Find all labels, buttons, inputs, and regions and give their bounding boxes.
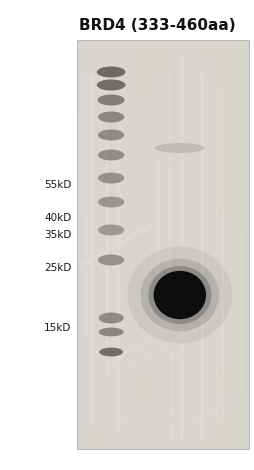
Ellipse shape [153, 271, 205, 319]
Text: 25kD: 25kD [44, 263, 71, 273]
Ellipse shape [98, 172, 124, 183]
Ellipse shape [97, 94, 124, 105]
Bar [240, 126, 242, 444]
Bar [117, 40, 121, 439]
Bar [90, 75, 93, 421]
Bar [105, 133, 109, 374]
Ellipse shape [97, 79, 125, 91]
Bar [149, 100, 152, 345]
Bar [77, 116, 80, 265]
Bar [220, 212, 223, 372]
Bar [171, 271, 173, 440]
Text: 55kD: 55kD [44, 180, 71, 190]
Bar [214, 57, 218, 448]
Text: 40kD: 40kD [44, 213, 71, 223]
Ellipse shape [98, 130, 124, 141]
Ellipse shape [98, 111, 124, 123]
Bar [200, 55, 201, 297]
Bar [156, 164, 159, 303]
Ellipse shape [148, 266, 211, 324]
Bar [180, 51, 182, 446]
Bar [193, 75, 194, 427]
Bar [83, 67, 87, 342]
Bar [166, 74, 170, 329]
Bar [158, 56, 160, 407]
Ellipse shape [127, 247, 231, 344]
Text: 15kD: 15kD [44, 323, 71, 333]
Bar [160, 202, 162, 364]
Bar [154, 103, 156, 327]
Ellipse shape [98, 328, 123, 337]
Bar [201, 52, 202, 410]
Bar [100, 74, 103, 346]
Ellipse shape [140, 258, 218, 331]
Text: BRD4 (333-460aa): BRD4 (333-460aa) [79, 18, 235, 33]
Ellipse shape [99, 348, 122, 356]
Bar [89, 74, 91, 299]
Bar [115, 141, 119, 428]
Ellipse shape [98, 313, 123, 323]
Ellipse shape [98, 225, 124, 235]
Ellipse shape [98, 254, 124, 266]
Bar [112, 132, 115, 395]
Bar [77, 40, 248, 449]
Ellipse shape [98, 196, 124, 207]
Ellipse shape [98, 149, 124, 160]
Text: 35kD: 35kD [44, 230, 71, 240]
Bar [232, 163, 236, 347]
Bar [106, 43, 107, 417]
Bar [238, 232, 241, 392]
Bar [169, 172, 171, 439]
Bar [220, 86, 223, 428]
Bar [85, 221, 86, 346]
Ellipse shape [97, 66, 125, 78]
Ellipse shape [154, 143, 204, 153]
Bar [200, 77, 203, 441]
